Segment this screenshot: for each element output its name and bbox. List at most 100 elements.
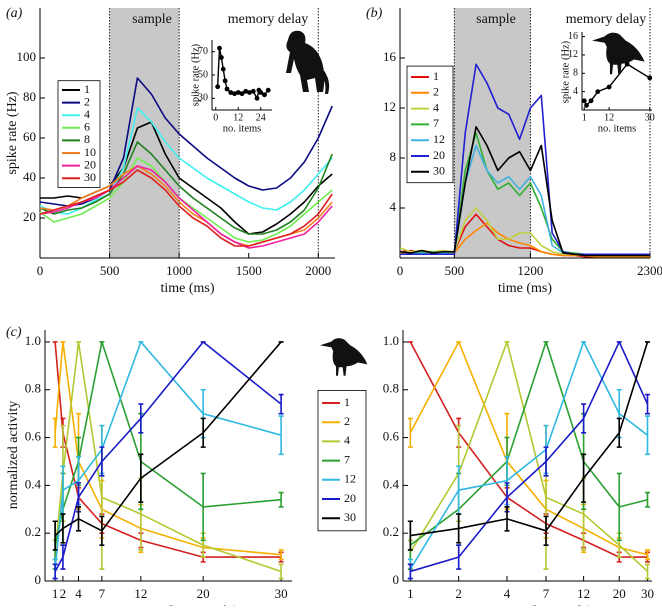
annotation: sample xyxy=(476,12,516,27)
error-bar xyxy=(200,417,206,448)
x-tick-label: 2300 xyxy=(637,263,662,278)
x-tick-label: 2000 xyxy=(305,263,331,278)
error-bar xyxy=(76,506,82,532)
data-point xyxy=(647,75,653,81)
error-bar xyxy=(645,563,650,580)
x-tick-label: 0 xyxy=(397,263,404,278)
legend-label: 7 xyxy=(344,452,350,466)
series-line xyxy=(400,63,650,256)
data-point xyxy=(235,90,241,95)
x-tick-label: 4 xyxy=(504,586,511,601)
x-tick-label: 500 xyxy=(100,263,120,278)
data-point xyxy=(218,55,224,60)
y-axis-label: spike rate (Hz) xyxy=(560,40,571,103)
error-bar xyxy=(138,453,144,503)
y-tick-label: 0.8 xyxy=(25,381,41,396)
error-bar xyxy=(616,472,622,542)
x-axis-label: time (ms) xyxy=(498,281,552,296)
y-axis-label: spike rate (Hz) xyxy=(5,91,20,175)
data-point xyxy=(595,89,601,95)
x-tick-label: 0 xyxy=(37,263,44,278)
legend-label: 1 xyxy=(433,69,439,83)
x-tick-label: 20 xyxy=(197,586,210,601)
error-bar xyxy=(407,417,413,448)
y-tick-label: 12 xyxy=(568,49,578,60)
error-bar xyxy=(278,491,284,508)
series-line xyxy=(39,169,333,247)
x-tick-label: 500 xyxy=(445,263,465,278)
sample-period xyxy=(454,8,531,258)
error-bar xyxy=(581,453,587,503)
panel-label: (b) xyxy=(366,6,383,21)
legend-label: 4 xyxy=(344,433,350,447)
legend-label: 20 xyxy=(344,491,356,505)
annotation: memory delay xyxy=(228,12,308,27)
x-tick-label: 30 xyxy=(275,586,288,601)
legend-label: 30 xyxy=(433,164,445,178)
y-tick-label: 0.2 xyxy=(383,524,399,539)
x-tick-label: 30 xyxy=(641,586,654,601)
series-line xyxy=(583,63,651,107)
monkey-icon xyxy=(286,30,330,94)
error-bar xyxy=(581,403,587,434)
error-bar xyxy=(645,491,650,508)
annotation: sample xyxy=(132,12,172,27)
error-bar xyxy=(52,520,58,551)
y-tick-label: 0.6 xyxy=(383,429,400,444)
x-tick-label: 1000 xyxy=(166,263,192,278)
legend-box xyxy=(57,80,101,188)
x-tick-label: 1 xyxy=(52,586,59,601)
x-tick-label: 1500 xyxy=(236,263,262,278)
data-point xyxy=(239,91,245,97)
crow-silhouette xyxy=(592,32,645,75)
y-tick-label: 1.0 xyxy=(383,333,399,348)
legend-label: 10 xyxy=(84,145,96,159)
y-tick-label: 20 xyxy=(23,209,36,224)
x-tick-label: 12 xyxy=(577,586,590,601)
sample-period xyxy=(109,8,180,258)
x-tick-label: 1 xyxy=(407,586,414,601)
data-point xyxy=(243,88,249,94)
x-tick-label: 4 xyxy=(75,586,82,601)
series-line xyxy=(409,341,649,573)
monkey-silhouette xyxy=(286,30,330,94)
x-tick-label: 7 xyxy=(99,586,106,601)
series-line xyxy=(410,341,649,573)
data-point xyxy=(265,87,271,93)
error-bar xyxy=(278,415,284,456)
data-point xyxy=(250,88,256,94)
error-bar xyxy=(200,472,206,542)
x-tick-label: 7 xyxy=(543,586,550,601)
error-bar xyxy=(99,515,105,546)
series-line xyxy=(54,341,282,570)
error-bar xyxy=(138,403,144,434)
x-axis-label: no. items xyxy=(223,123,262,134)
crow-icon xyxy=(592,32,645,75)
data-point xyxy=(606,84,612,90)
error-bar xyxy=(278,549,284,561)
error-bar xyxy=(52,417,58,448)
legend-label: 12 xyxy=(344,472,356,486)
data-point xyxy=(215,84,221,90)
x-tick-label: 24 xyxy=(256,112,266,123)
error-bar xyxy=(60,544,66,570)
series-line xyxy=(54,341,282,537)
error-bar xyxy=(616,417,622,448)
y-tick-label: 4 xyxy=(390,199,397,214)
legend-label: 1 xyxy=(84,82,90,96)
series-line xyxy=(39,77,333,207)
series-line xyxy=(409,341,648,546)
error-bar xyxy=(645,549,650,561)
error-bar xyxy=(407,563,413,580)
data-point xyxy=(254,95,260,101)
legend-label: 12 xyxy=(433,132,445,146)
series-line xyxy=(410,341,649,537)
data-point xyxy=(262,92,267,98)
error-bar xyxy=(278,563,284,580)
y-tick-label: 0.2 xyxy=(25,524,41,539)
series-line xyxy=(409,341,648,570)
error-bar xyxy=(645,393,650,415)
legend-label: 2 xyxy=(84,94,90,108)
y-tick-label: 0.6 xyxy=(25,429,42,444)
